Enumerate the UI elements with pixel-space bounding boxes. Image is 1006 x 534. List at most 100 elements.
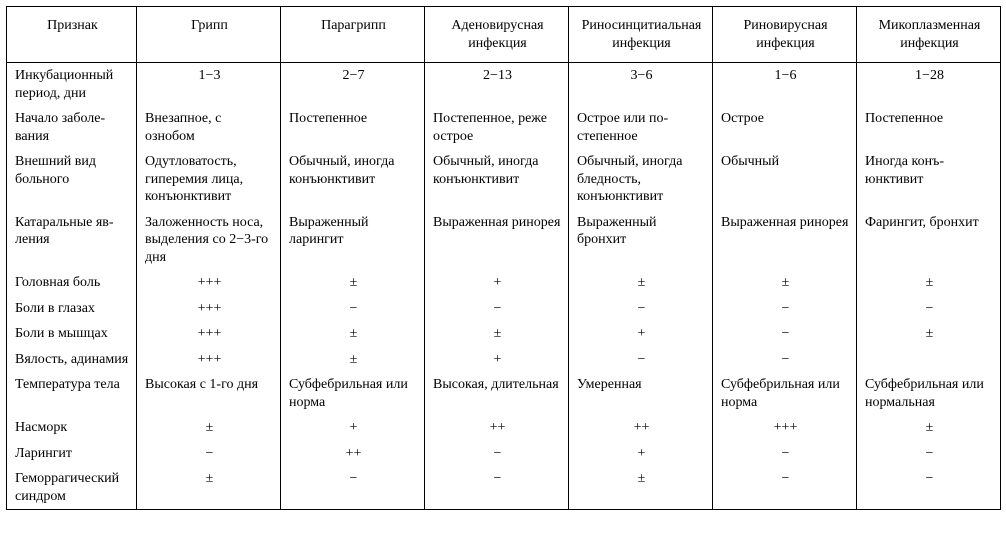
- table-header: Признак Грипп Парагрипп Аденовирусная ин…: [7, 7, 1001, 63]
- cell: 1−6: [713, 63, 857, 107]
- cell: 2−13: [425, 63, 569, 107]
- cell: +: [425, 270, 569, 296]
- table-row: Внешний вид больногоОдутловатость, гипер…: [7, 149, 1001, 210]
- cell: Субфебрильная или норма: [281, 372, 425, 415]
- row-label: Боли в глазах: [7, 296, 137, 322]
- table-row: Катаральные яв­ленияЗаложенность носа, в…: [7, 210, 1001, 271]
- table-row: Насморк±++++++++±: [7, 415, 1001, 441]
- cell: +++: [137, 321, 281, 347]
- cell: −: [713, 347, 857, 373]
- cell: −: [137, 441, 281, 467]
- row-label: Катаральные яв­ления: [7, 210, 137, 271]
- row-label: Внешний вид больного: [7, 149, 137, 210]
- cell: ±: [857, 270, 1001, 296]
- cell: ±: [281, 321, 425, 347]
- row-label: Геморрагический синдром: [7, 466, 137, 510]
- cell: Острое или по­степенное: [569, 106, 713, 149]
- cell: Постепенное: [281, 106, 425, 149]
- row-label: Начало заболе­вания: [7, 106, 137, 149]
- cell: Выраженный ларингит: [281, 210, 425, 271]
- cell: ±: [281, 270, 425, 296]
- cell: 1−28: [857, 63, 1001, 107]
- cell: −: [569, 347, 713, 373]
- row-label: Насморк: [7, 415, 137, 441]
- table-row: Геморрагический синдром±−−±−−: [7, 466, 1001, 510]
- table-row: Ларингит−++−+−−: [7, 441, 1001, 467]
- table-row: Начало заболе­ванияВнезапное, с ознобомП…: [7, 106, 1001, 149]
- cell: Иногда конъ­юнктивит: [857, 149, 1001, 210]
- table-row: Температура телаВысокая с 1-го дняСубфеб…: [7, 372, 1001, 415]
- cell: ++: [425, 415, 569, 441]
- cell: ±: [713, 270, 857, 296]
- cell: Заложенность носа, выделения со 2−3-го д…: [137, 210, 281, 271]
- cell: ±: [857, 321, 1001, 347]
- cell: ++: [281, 441, 425, 467]
- cell: [857, 347, 1001, 373]
- cell: −: [857, 441, 1001, 467]
- cell: ±: [857, 415, 1001, 441]
- row-label: Ларингит: [7, 441, 137, 467]
- cell: Фарингит, бронхит: [857, 210, 1001, 271]
- col-header: Парагрипп: [281, 7, 425, 63]
- cell: ±: [425, 321, 569, 347]
- cell: +: [281, 415, 425, 441]
- cell: Высокая с 1-го дня: [137, 372, 281, 415]
- col-header: Аденовирусная инфекция: [425, 7, 569, 63]
- cell: Выраженная ри­норея: [425, 210, 569, 271]
- col-header: Риновирусная инфекция: [713, 7, 857, 63]
- cell: −: [425, 466, 569, 510]
- table-row: Инкубационный период, дни1−32−72−133−61−…: [7, 63, 1001, 107]
- cell: ±: [137, 466, 281, 510]
- cell: Высокая, дли­тельная: [425, 372, 569, 415]
- cell: Постепенное, реже острое: [425, 106, 569, 149]
- cell: +++: [137, 296, 281, 322]
- cell: −: [713, 321, 857, 347]
- cell: ±: [569, 270, 713, 296]
- table-row: Вялость, адина­мия+++±+−−: [7, 347, 1001, 373]
- cell: −: [569, 296, 713, 322]
- row-label: Боли в мышцах: [7, 321, 137, 347]
- cell: Постепенное: [857, 106, 1001, 149]
- cell: +: [569, 441, 713, 467]
- cell: −: [713, 466, 857, 510]
- cell: Обычный, ино­гда конъюнкти­вит: [425, 149, 569, 210]
- cell: ±: [137, 415, 281, 441]
- table-row: Боли в глазах+++−−−−−: [7, 296, 1001, 322]
- cell: Обычный, ино­гда конъюнкти­вит: [281, 149, 425, 210]
- table-body: Инкубационный период, дни1−32−72−133−61−…: [7, 63, 1001, 510]
- table-row: Боли в мышцах+++±±+−±: [7, 321, 1001, 347]
- cell: +: [425, 347, 569, 373]
- cell: ±: [281, 347, 425, 373]
- cell: Обычный, ино­гда бледность, конъюнктивит: [569, 149, 713, 210]
- cell: Обычный: [713, 149, 857, 210]
- cell: 1−3: [137, 63, 281, 107]
- col-header: Риносинцитиаль­ная инфекция: [569, 7, 713, 63]
- cell: −: [281, 296, 425, 322]
- cell: ±: [569, 466, 713, 510]
- cell: −: [713, 441, 857, 467]
- cell: Одутловатость, гиперемия лица, конъюнкти…: [137, 149, 281, 210]
- cell: −: [857, 466, 1001, 510]
- cell: Выраженная ри­норея: [713, 210, 857, 271]
- comparison-table: Признак Грипп Парагрипп Аденовирусная ин…: [6, 6, 1001, 510]
- cell: Острое: [713, 106, 857, 149]
- cell: Внезапное, с ознобом: [137, 106, 281, 149]
- cell: −: [281, 466, 425, 510]
- cell: Выраженный бронхит: [569, 210, 713, 271]
- row-label: Инкубационный период, дни: [7, 63, 137, 107]
- cell: Субфебрильная или нормальная: [857, 372, 1001, 415]
- cell: +++: [137, 347, 281, 373]
- table-row: Головная боль+++±+±±±: [7, 270, 1001, 296]
- col-header: Грипп: [137, 7, 281, 63]
- cell: Субфебрильная или норма: [713, 372, 857, 415]
- cell: 2−7: [281, 63, 425, 107]
- cell: +: [569, 321, 713, 347]
- cell: −: [857, 296, 1001, 322]
- cell: −: [425, 296, 569, 322]
- cell: Умеренная: [569, 372, 713, 415]
- col-header: Микоплазменная инфекция: [857, 7, 1001, 63]
- cell: ++: [569, 415, 713, 441]
- cell: +++: [713, 415, 857, 441]
- row-label: Вялость, адина­мия: [7, 347, 137, 373]
- cell: −: [425, 441, 569, 467]
